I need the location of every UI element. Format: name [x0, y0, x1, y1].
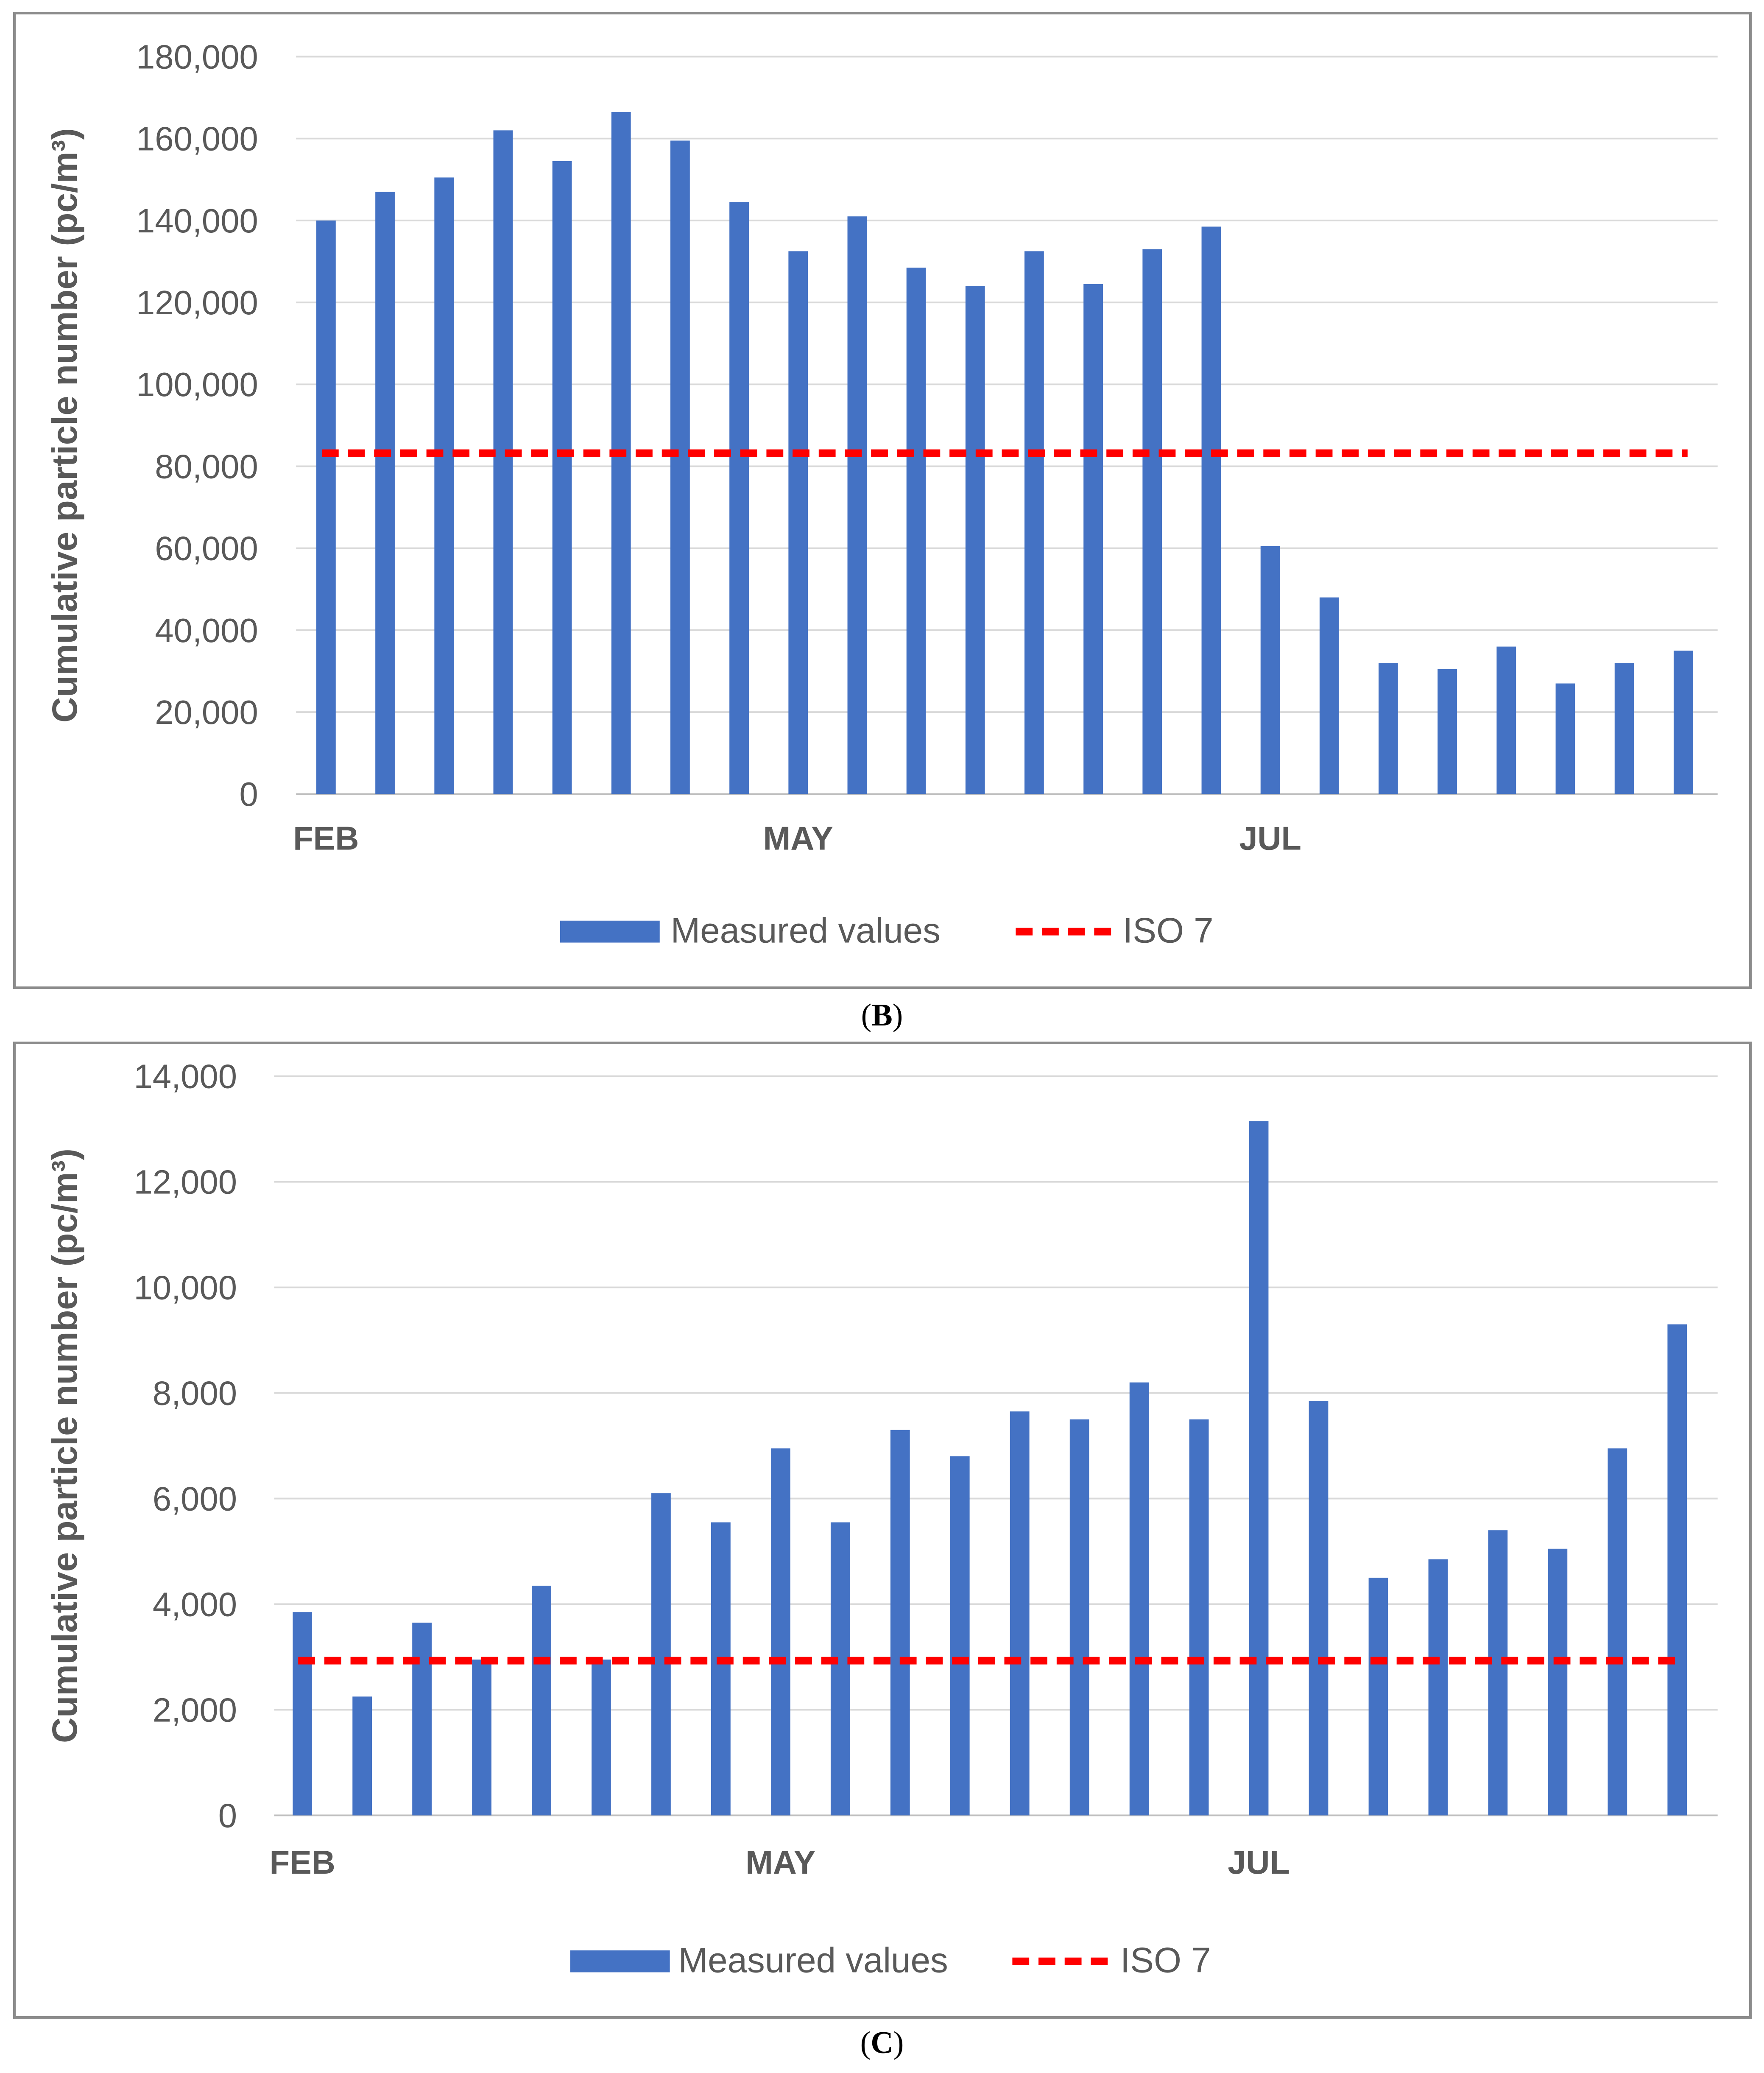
chart-b-ytick-label: 120,000 — [136, 284, 258, 321]
chart-c-bar — [1608, 1448, 1627, 1816]
caption-c: (C) — [0, 2025, 1764, 2061]
chart-b-ytick-label: 140,000 — [136, 202, 258, 240]
chart-c-legend-measured-label: Measured values — [678, 1940, 948, 1980]
chart-b-bar — [1437, 669, 1457, 794]
chart-c-bar — [1548, 1548, 1568, 1816]
chart-c-xtick-label: MAY — [745, 1844, 815, 1881]
chart-panel-b: 0 20,000 40,000 60,000 80,000 100,000 120,000 1… — [13, 12, 1752, 989]
chart-c-ytick-label: 12,000 — [134, 1163, 237, 1201]
chart-c-bar — [1667, 1324, 1687, 1816]
chart-c-bar — [1189, 1419, 1209, 1816]
chart-c-bar — [412, 1623, 432, 1816]
chart-b-bar — [1555, 683, 1575, 794]
chart-c-bar — [1488, 1530, 1508, 1816]
chart-c-ytick-label: 14,000 — [134, 1057, 237, 1095]
chart-b-bar — [1260, 546, 1280, 794]
chart-c-bar — [950, 1456, 970, 1816]
chart-c-bar — [293, 1612, 313, 1816]
chart-c-svg: 0 2,000 4,000 6,000 8,000 10,000 12,000 14,000 F… — [45, 1057, 1718, 1980]
chart-b-ytick-label: 60,000 — [155, 530, 258, 567]
chart-c-bar — [651, 1493, 671, 1816]
chart-b-bar — [316, 220, 336, 794]
chart-c-ytick-label: 10,000 — [134, 1268, 237, 1306]
chart-b-bar — [1024, 251, 1044, 794]
caption-c-letter: C — [871, 2026, 893, 2060]
chart-b-xtick-label: MAY — [763, 821, 833, 857]
chart-b-legend-measured-label: Measured values — [671, 911, 941, 950]
chart-b-ytick-label: 20,000 — [155, 693, 258, 731]
chart-b-ytick-label: 100,000 — [136, 366, 258, 403]
chart-b-ytick-label: 40,000 — [155, 612, 258, 649]
chart-b-bar — [670, 140, 690, 794]
chart-c-bar — [890, 1430, 910, 1816]
chart-c-bar — [472, 1660, 491, 1816]
chart-c-bar — [711, 1522, 731, 1816]
chart-b-bar — [1614, 663, 1634, 794]
chart-b-bar — [493, 130, 513, 794]
chart-b-bar — [729, 202, 749, 794]
caption-b: (B) — [0, 997, 1764, 1034]
chart-c-bar — [1069, 1419, 1089, 1816]
chart-b-bar — [1083, 284, 1103, 794]
chart-c-bar — [1309, 1401, 1329, 1816]
chart-b-bar — [434, 177, 454, 794]
chart-c-ylabel: Cumulative particle number (pc/m³) — [45, 1148, 84, 1743]
caption-b-letter: B — [871, 998, 893, 1033]
chart-b-bar — [1319, 597, 1339, 794]
chart-c-bar — [1010, 1411, 1030, 1816]
chart-b-ytick-label: 0 — [239, 775, 258, 813]
chart-b-bar — [1673, 651, 1693, 794]
chart-b-bar — [1379, 663, 1398, 794]
chart-b-ytick-label: 160,000 — [136, 120, 258, 158]
chart-b-bar — [906, 267, 926, 794]
chart-b-bar — [1142, 249, 1162, 794]
chart-c-ytick-label: 4,000 — [153, 1585, 237, 1623]
chart-b-bar — [1201, 226, 1221, 794]
caption-b-close: ) — [892, 998, 903, 1033]
chart-c-bar — [532, 1585, 551, 1816]
chart-c-bar — [592, 1660, 611, 1816]
chart-b-ytick-label: 80,000 — [155, 447, 258, 485]
chart-c-bar — [830, 1522, 850, 1816]
chart-b-bar — [788, 251, 808, 794]
chart-c-bar — [1368, 1578, 1388, 1816]
caption-b-open: ( — [861, 998, 872, 1033]
chart-c-legend-bar-swatch — [570, 1950, 670, 1972]
chart-c-ytick-label: 8,000 — [153, 1374, 237, 1412]
chart-b-xtick-label: FEB — [293, 821, 359, 857]
chart-c-ytick-label: 0 — [218, 1796, 237, 1834]
chart-b-bar — [965, 286, 985, 794]
chart-c-bar — [770, 1448, 790, 1816]
chart-c-bar — [1249, 1121, 1269, 1816]
chart-c-bar — [1129, 1382, 1149, 1816]
chart-b-ytick-label: 180,000 — [136, 38, 258, 75]
chart-c-xtick-label: JUL — [1228, 1844, 1290, 1881]
chart-b-svg: 0 20,000 40,000 60,000 80,000 100,000 120,000 1… — [45, 38, 1718, 950]
caption-c-close: ) — [893, 2026, 904, 2060]
chart-c-bar — [352, 1696, 372, 1816]
chart-c-ytick-label: 6,000 — [153, 1480, 237, 1517]
chart-c-ytick-label: 2,000 — [153, 1691, 237, 1729]
chart-panel-c: 0 2,000 4,000 6,000 8,000 10,000 12,000 14,000 F… — [13, 1042, 1752, 2019]
chart-c-bar — [1428, 1559, 1448, 1816]
chart-b-ylabel: Cumulative particle number (pc/m³) — [45, 128, 84, 723]
chart-b-bar — [375, 192, 395, 794]
chart-c-xtick-label: FEB — [270, 1844, 335, 1881]
chart-b-xtick-label: JUL — [1239, 821, 1301, 857]
chart-b-legend-iso-label: ISO 7 — [1123, 911, 1214, 950]
chart-b-bar — [847, 216, 867, 794]
caption-c-open: ( — [860, 2026, 871, 2060]
chart-b-legend-bar-swatch — [560, 920, 660, 943]
chart-b-bar — [552, 161, 572, 794]
chart-c-legend-iso-label: ISO 7 — [1120, 1940, 1211, 1980]
chart-b-bar — [1496, 646, 1516, 794]
